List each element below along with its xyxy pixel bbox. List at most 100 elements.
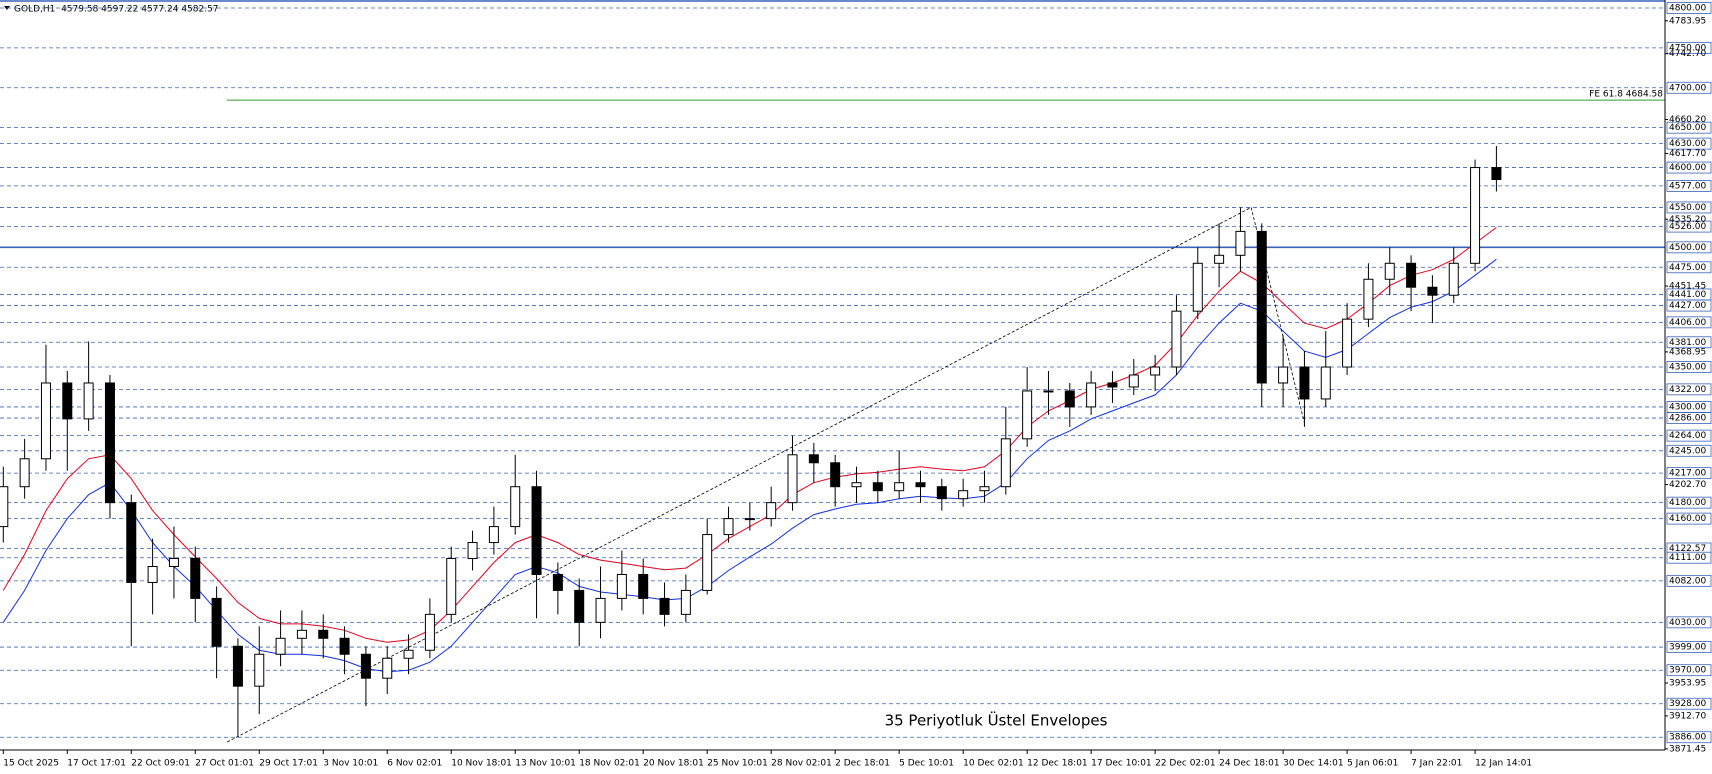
level-label: 4406.00 — [1669, 318, 1706, 328]
level-label-box — [1666, 299, 1712, 312]
candle-body — [851, 482, 862, 488]
y-tick-label: 4368.95 — [1669, 347, 1706, 357]
x-tick-label: 3 Nov 10:01 — [323, 759, 378, 769]
candle-body — [1491, 167, 1502, 181]
candle-body — [1256, 230, 1267, 384]
candle-body — [936, 486, 947, 500]
candle-body — [531, 486, 542, 575]
candle-body — [19, 458, 30, 488]
level-label: 4800.00 — [1669, 3, 1706, 13]
level-label-box — [1666, 412, 1712, 424]
candle-body — [1086, 382, 1097, 408]
x-tick-label: 7 Jan 22:01 — [1411, 759, 1462, 769]
candle-body — [638, 573, 649, 599]
candle-body — [1000, 438, 1011, 488]
level-label-box — [1666, 201, 1712, 214]
level-label-box — [1666, 574, 1712, 587]
candle-body — [424, 613, 435, 651]
candle-body — [1342, 318, 1353, 368]
y-tick-label: 3871.45 — [1669, 744, 1706, 754]
candle-body — [104, 382, 115, 504]
level-label: 4122.57 — [1669, 544, 1706, 554]
candle-body — [168, 558, 179, 567]
level-label-box — [1666, 2, 1712, 14]
candle-body — [680, 589, 691, 615]
candle-body — [808, 454, 819, 464]
level-label-box — [1666, 220, 1712, 233]
candle-body — [147, 565, 158, 583]
level-label-box — [1666, 641, 1712, 653]
candle-body — [446, 558, 457, 615]
level-label: 3999.00 — [1669, 643, 1706, 653]
candle-body — [979, 486, 990, 492]
candle-body — [211, 597, 222, 647]
level-label-box — [1666, 161, 1712, 174]
candle-body — [1235, 230, 1246, 256]
level-label: 4577.00 — [1669, 181, 1706, 191]
y-tick-label: 4202.70 — [1669, 480, 1706, 490]
candle-body — [787, 454, 798, 504]
candle-body — [1427, 286, 1438, 296]
level-label: 4526.00 — [1669, 222, 1706, 232]
level-label-box — [1666, 241, 1712, 254]
level-label: 4300.00 — [1669, 402, 1706, 412]
x-tick-label: 15 Oct 2025 — [3, 759, 59, 769]
x-tick-label: 22 Oct 09:01 — [131, 759, 190, 769]
candle-body — [296, 629, 307, 639]
level-label-box — [1666, 664, 1712, 677]
candle-body — [1214, 254, 1225, 264]
level-label: 4286.00 — [1669, 414, 1706, 424]
candle-body — [40, 382, 51, 460]
candle-body — [83, 382, 94, 420]
level-label: 3928.00 — [1669, 699, 1706, 709]
candle-body — [1043, 390, 1054, 393]
level-label-box — [1666, 81, 1712, 94]
candle-body — [1299, 366, 1310, 400]
trendline — [227, 207, 1252, 743]
x-tick-label: 17 Oct 17:01 — [67, 759, 126, 769]
candle-body — [723, 518, 734, 536]
level-label: 4475.00 — [1669, 263, 1706, 273]
x-tick-label: 5 Jan 06:01 — [1347, 759, 1398, 769]
level-label: 4180.00 — [1669, 498, 1706, 508]
chart-title: GOLD,H1 4579.58 4597.22 4577.24 4582.57 — [14, 5, 219, 15]
candle-body — [1128, 374, 1139, 388]
y-tick-label: 4783.95 — [1669, 16, 1706, 26]
candle-body — [339, 637, 350, 655]
level-label: 4650.00 — [1669, 123, 1706, 133]
candle-body — [1171, 310, 1182, 368]
y-tick-label: 4617.70 — [1669, 149, 1706, 159]
x-tick-label: 24 Dec 18:01 — [1219, 759, 1280, 769]
x-tick-label: 30 Dec 14:01 — [1283, 759, 1344, 769]
level-label-box — [1666, 316, 1712, 329]
candle-body — [872, 482, 883, 492]
candle-body — [659, 597, 670, 615]
candle-body — [360, 653, 371, 679]
candle-body — [1470, 167, 1481, 264]
candle-body — [403, 649, 414, 659]
fe-label: FE 61.8 4684.58 — [1589, 90, 1663, 100]
candle-body — [1150, 366, 1161, 376]
envelope-line — [2, 258, 1497, 673]
candle-body — [1022, 390, 1033, 440]
level-label-box — [1666, 551, 1712, 564]
candle-body — [0, 486, 9, 528]
candle-body — [1064, 390, 1075, 408]
indicator-annotation: 35 Periyotluk Üstel Envelopes — [885, 711, 1108, 730]
x-tick-label: 13 Nov 10:01 — [515, 759, 576, 769]
level-label-box — [1666, 336, 1712, 349]
candle-body — [1107, 382, 1118, 388]
candle-body — [958, 490, 969, 500]
candle-body — [744, 518, 755, 521]
candle-body — [254, 653, 265, 687]
y-tick-label: 4535.20 — [1669, 215, 1706, 225]
candle-body — [510, 486, 521, 528]
level-label: 4160.00 — [1669, 514, 1706, 524]
level-label-box — [1666, 467, 1712, 480]
level-label: 4381.00 — [1669, 338, 1706, 348]
candle-body — [552, 573, 563, 591]
candle-body — [766, 502, 777, 520]
candle-body — [830, 462, 841, 488]
